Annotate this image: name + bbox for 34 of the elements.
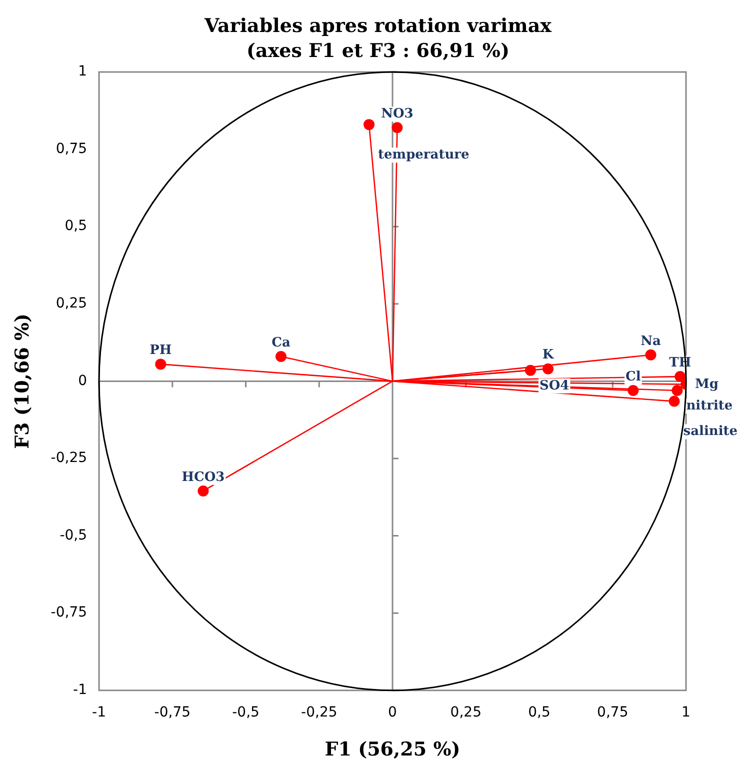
y-tick-label: 0: [78, 372, 88, 389]
annotation: salinite: [683, 424, 738, 440]
y-tick-label: -0,75: [50, 604, 88, 621]
annotation: HCO3: [182, 470, 225, 485]
annotation: temperature: [378, 147, 470, 162]
chart-title: Variables apres rotation varimax: [203, 14, 553, 39]
y-tick-label: 0,25: [56, 296, 88, 312]
x-tick-label: 0,75: [597, 704, 628, 720]
x-axis-title: F1 (56,25 %): [324, 738, 460, 761]
y-axis-title: F3 (10,66 %): [11, 313, 34, 449]
annotation: Mg: [695, 377, 718, 392]
annotation: K: [542, 348, 554, 363]
y-tick-label: -0,25: [50, 450, 88, 466]
x-tick-label: 0,5: [528, 704, 550, 720]
chart-subtitle: (axes F1 et F3 : 66,91 %): [246, 39, 510, 64]
y-tick-label: 0,75: [56, 140, 88, 157]
annotation: PH: [150, 343, 172, 358]
x-tick-label: 1: [682, 704, 690, 720]
annotation: NO3: [381, 106, 414, 122]
x-tick-label: -0,75: [154, 704, 191, 720]
x-tick-label: 0,25: [450, 704, 482, 720]
x-tick-label: -0,25: [301, 704, 338, 720]
annotation: Na: [640, 334, 662, 349]
x-tick-label: -1: [92, 704, 106, 720]
annotation: SO4: [539, 378, 570, 394]
y-tick-label: 0,5: [64, 218, 88, 234]
annotation: nitrite: [686, 398, 733, 414]
y-tick-label: 1: [78, 64, 88, 80]
x-tick-label: -0,5: [232, 704, 260, 720]
annotation: Cl: [626, 369, 641, 384]
annotation: Ca: [272, 335, 291, 350]
y-tick-label: -0,5: [60, 527, 88, 544]
y-tick-label: -1: [73, 682, 88, 698]
x-tick-label: 0: [388, 704, 397, 720]
